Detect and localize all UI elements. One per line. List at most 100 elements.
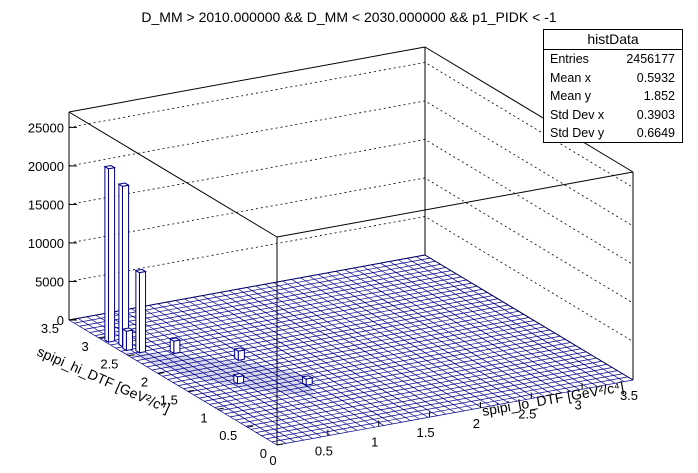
y-tick-label: 0	[260, 446, 267, 461]
lego-bar	[121, 327, 134, 332]
floor-line-x	[344, 269, 554, 395]
stats-label: Entries	[550, 52, 589, 66]
x-tick-label: 3	[575, 397, 582, 412]
z-gridline	[68, 216, 634, 342]
lego-bar	[232, 373, 245, 378]
floor-line-y	[110, 279, 467, 346]
floor-line-y	[100, 273, 457, 340]
floor-line-y	[89, 267, 446, 333]
stats-value: 1.852	[643, 89, 675, 103]
y-tick-mark	[98, 336, 105, 339]
floor-line-x	[415, 256, 625, 382]
z-gridline	[68, 177, 634, 304]
floor-line-y	[94, 270, 452, 336]
x-tick-label: 1.5	[417, 425, 435, 440]
y-tick-label: 2	[141, 375, 148, 390]
y-tick-label: 1	[200, 410, 207, 425]
floor-line-x	[273, 282, 482, 408]
lego-bar	[118, 183, 123, 348]
lego-bar	[237, 349, 245, 361]
floor-line-x	[380, 262, 589, 389]
floor-line-x	[407, 257, 616, 384]
y-tick-mark	[128, 354, 135, 357]
floor-line-y	[152, 304, 509, 371]
floor-line-x	[389, 261, 598, 387]
floor-line-y	[131, 292, 488, 358]
floor-line-x	[424, 254, 634, 381]
frame-edge	[276, 171, 634, 238]
y-tick-mark	[247, 425, 254, 428]
y-tick-mark	[68, 318, 76, 321]
stats-title: histData	[544, 30, 682, 50]
floor-line-x	[362, 266, 571, 392]
lego-bar	[138, 270, 147, 354]
lego-bar	[168, 337, 182, 342]
floor-line-x	[291, 279, 500, 405]
stats-label: Std Dev x	[550, 107, 605, 122]
ticks-layer: 0 5000 10000 15000 20000 25000 0 0.5 1 1.5 2 2.5 3 3.…	[28, 120, 638, 468]
floor-line-x	[353, 267, 562, 394]
floor-line-x	[318, 274, 527, 400]
surface-floor	[68, 254, 634, 446]
stats-row-stddev-x: Std Dev x 0.3903	[544, 106, 682, 125]
floor-line-x	[309, 275, 518, 402]
z-tick-label: 5000	[35, 274, 64, 289]
lego-bar	[135, 269, 140, 354]
x-tick-label: 2.5	[518, 407, 536, 422]
z-tick-label: 10000	[28, 236, 64, 251]
floor-line-y	[126, 289, 483, 355]
lego-bar	[173, 339, 181, 355]
lego-bar	[134, 268, 147, 274]
lego-bar	[301, 375, 314, 380]
frame-edge	[424, 46, 634, 173]
floor-line-x	[335, 270, 545, 397]
floor-line-y	[79, 260, 436, 327]
frame-edge	[68, 111, 278, 238]
floor-line-x	[300, 277, 509, 404]
floor-line-x	[264, 283, 473, 410]
lego-bar	[107, 167, 116, 343]
y-tick-label: 1.5	[160, 392, 178, 407]
floor-line-y	[157, 307, 514, 374]
floor-line-x	[255, 285, 465, 412]
floor-line-y	[115, 282, 472, 349]
stats-label: Mean y	[550, 89, 591, 103]
y-tick-label: 2.5	[100, 357, 118, 372]
x-tick-label: 0	[269, 453, 276, 468]
lego-bar	[103, 165, 116, 170]
z-tick-label: 0	[57, 313, 64, 328]
x-tick-label: 1	[371, 434, 378, 449]
x-tick-label: 3.5	[620, 388, 638, 403]
stats-box: histData Entries 2456177 Mean x 0.5932 M…	[543, 29, 683, 143]
floor-dense-region	[122, 352, 316, 397]
floor-line-y	[167, 314, 524, 380]
z-tick-label: 15000	[28, 197, 64, 212]
y-tick-mark	[158, 372, 165, 375]
x-tick-label: 0.5	[315, 444, 333, 459]
floor-line-y	[172, 317, 530, 383]
z-tick-label: 20000	[28, 159, 64, 174]
stats-row-entries: Entries 2456177	[544, 50, 682, 69]
z-tick-label: 25000	[28, 120, 64, 135]
x-tick-label: 2	[473, 416, 480, 431]
stats-value: 0.6649	[636, 126, 675, 140]
stats-label: Std Dev y	[550, 126, 605, 140]
lego-bar	[125, 329, 133, 352]
bars-layer	[103, 165, 314, 387]
floor-line-y	[105, 276, 462, 343]
stats-row-mean-x: Mean x 0.5932	[544, 69, 682, 88]
floor-line-x	[371, 264, 580, 391]
stats-row-stddev-y: Std Dev y 0.6649	[544, 124, 682, 143]
lego-bar	[117, 182, 130, 187]
floor-line-x	[282, 280, 491, 407]
floor-line-x	[326, 272, 536, 399]
y-tick-mark	[276, 443, 284, 446]
stats-row-mean-y: Mean y 1.852	[544, 87, 682, 106]
stats-value: 2456177	[626, 52, 675, 66]
lego-bar	[104, 165, 109, 344]
lego-bar	[233, 347, 246, 352]
lego-bar	[122, 328, 127, 352]
stats-value: 0.3903	[636, 107, 675, 122]
y-tick-mark	[217, 407, 224, 410]
